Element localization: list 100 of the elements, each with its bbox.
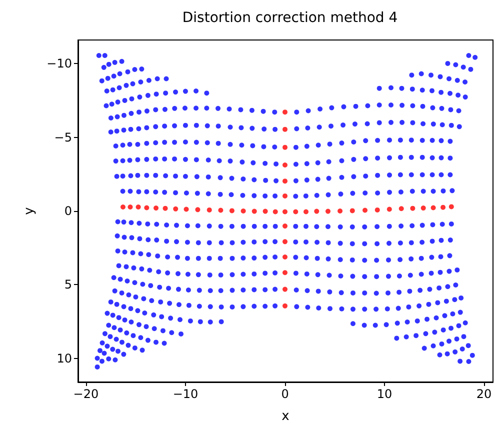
point <box>101 64 106 70</box>
point <box>304 144 310 149</box>
point <box>447 253 452 258</box>
point <box>306 108 311 114</box>
point <box>362 241 368 246</box>
point <box>206 174 211 180</box>
point <box>462 320 468 326</box>
point <box>350 274 356 279</box>
y-tick-label: −5 <box>54 130 72 144</box>
point <box>194 190 200 196</box>
point <box>153 124 158 130</box>
point <box>229 208 234 214</box>
point <box>182 140 188 145</box>
point <box>132 66 138 72</box>
point <box>142 310 148 316</box>
point <box>204 90 210 96</box>
point <box>139 66 144 72</box>
point <box>184 223 190 228</box>
point <box>293 178 298 184</box>
point <box>437 352 442 358</box>
point <box>184 206 189 212</box>
point <box>229 176 234 181</box>
point <box>218 208 224 213</box>
point <box>430 205 436 210</box>
point <box>184 256 190 261</box>
point <box>396 306 401 311</box>
point <box>124 330 130 336</box>
point <box>195 223 200 228</box>
point <box>144 324 149 330</box>
point <box>128 126 134 132</box>
point <box>410 86 415 92</box>
point <box>438 254 444 260</box>
point <box>118 327 123 332</box>
point <box>120 174 126 179</box>
point <box>154 222 160 227</box>
point <box>351 140 356 145</box>
point <box>204 106 210 111</box>
point <box>114 302 120 307</box>
point <box>108 334 113 340</box>
point <box>272 270 278 276</box>
point <box>454 336 460 342</box>
point <box>466 343 471 348</box>
point <box>218 192 223 197</box>
point <box>112 60 118 65</box>
point <box>120 142 126 148</box>
point <box>452 297 458 302</box>
point <box>195 207 200 212</box>
point <box>182 122 188 128</box>
point <box>282 209 288 214</box>
point <box>350 290 356 296</box>
point <box>470 352 475 358</box>
point <box>410 103 416 108</box>
point <box>164 76 169 82</box>
point <box>139 266 144 272</box>
point <box>375 172 380 178</box>
point <box>128 220 134 226</box>
point <box>226 106 232 112</box>
point <box>240 256 246 261</box>
point <box>362 290 368 296</box>
point <box>304 224 308 229</box>
point <box>126 342 131 348</box>
point <box>121 112 126 118</box>
point <box>188 318 193 324</box>
point <box>144 125 150 130</box>
point <box>454 267 460 272</box>
point <box>262 193 268 198</box>
point <box>304 288 310 294</box>
point <box>124 82 129 88</box>
point <box>240 176 246 182</box>
point <box>176 302 182 308</box>
point <box>122 317 128 322</box>
point <box>206 191 211 196</box>
point <box>404 334 409 340</box>
point <box>420 88 425 93</box>
point <box>129 96 134 102</box>
point <box>438 138 444 144</box>
point <box>164 238 170 244</box>
point <box>350 321 356 326</box>
point <box>109 102 114 107</box>
point <box>99 78 104 84</box>
point <box>386 274 392 279</box>
point <box>438 238 444 243</box>
point <box>462 80 468 85</box>
point <box>240 160 245 165</box>
point <box>114 233 120 238</box>
point <box>314 208 320 214</box>
point <box>138 80 144 85</box>
point <box>353 104 358 109</box>
point <box>341 104 346 110</box>
point <box>130 81 136 86</box>
point <box>167 300 172 306</box>
point <box>408 256 414 262</box>
point <box>274 178 279 184</box>
point <box>282 270 288 276</box>
y-axis-title: y <box>22 206 37 215</box>
point <box>396 274 402 279</box>
point <box>194 140 199 145</box>
point <box>157 284 162 290</box>
point <box>121 220 126 225</box>
point <box>440 222 445 227</box>
